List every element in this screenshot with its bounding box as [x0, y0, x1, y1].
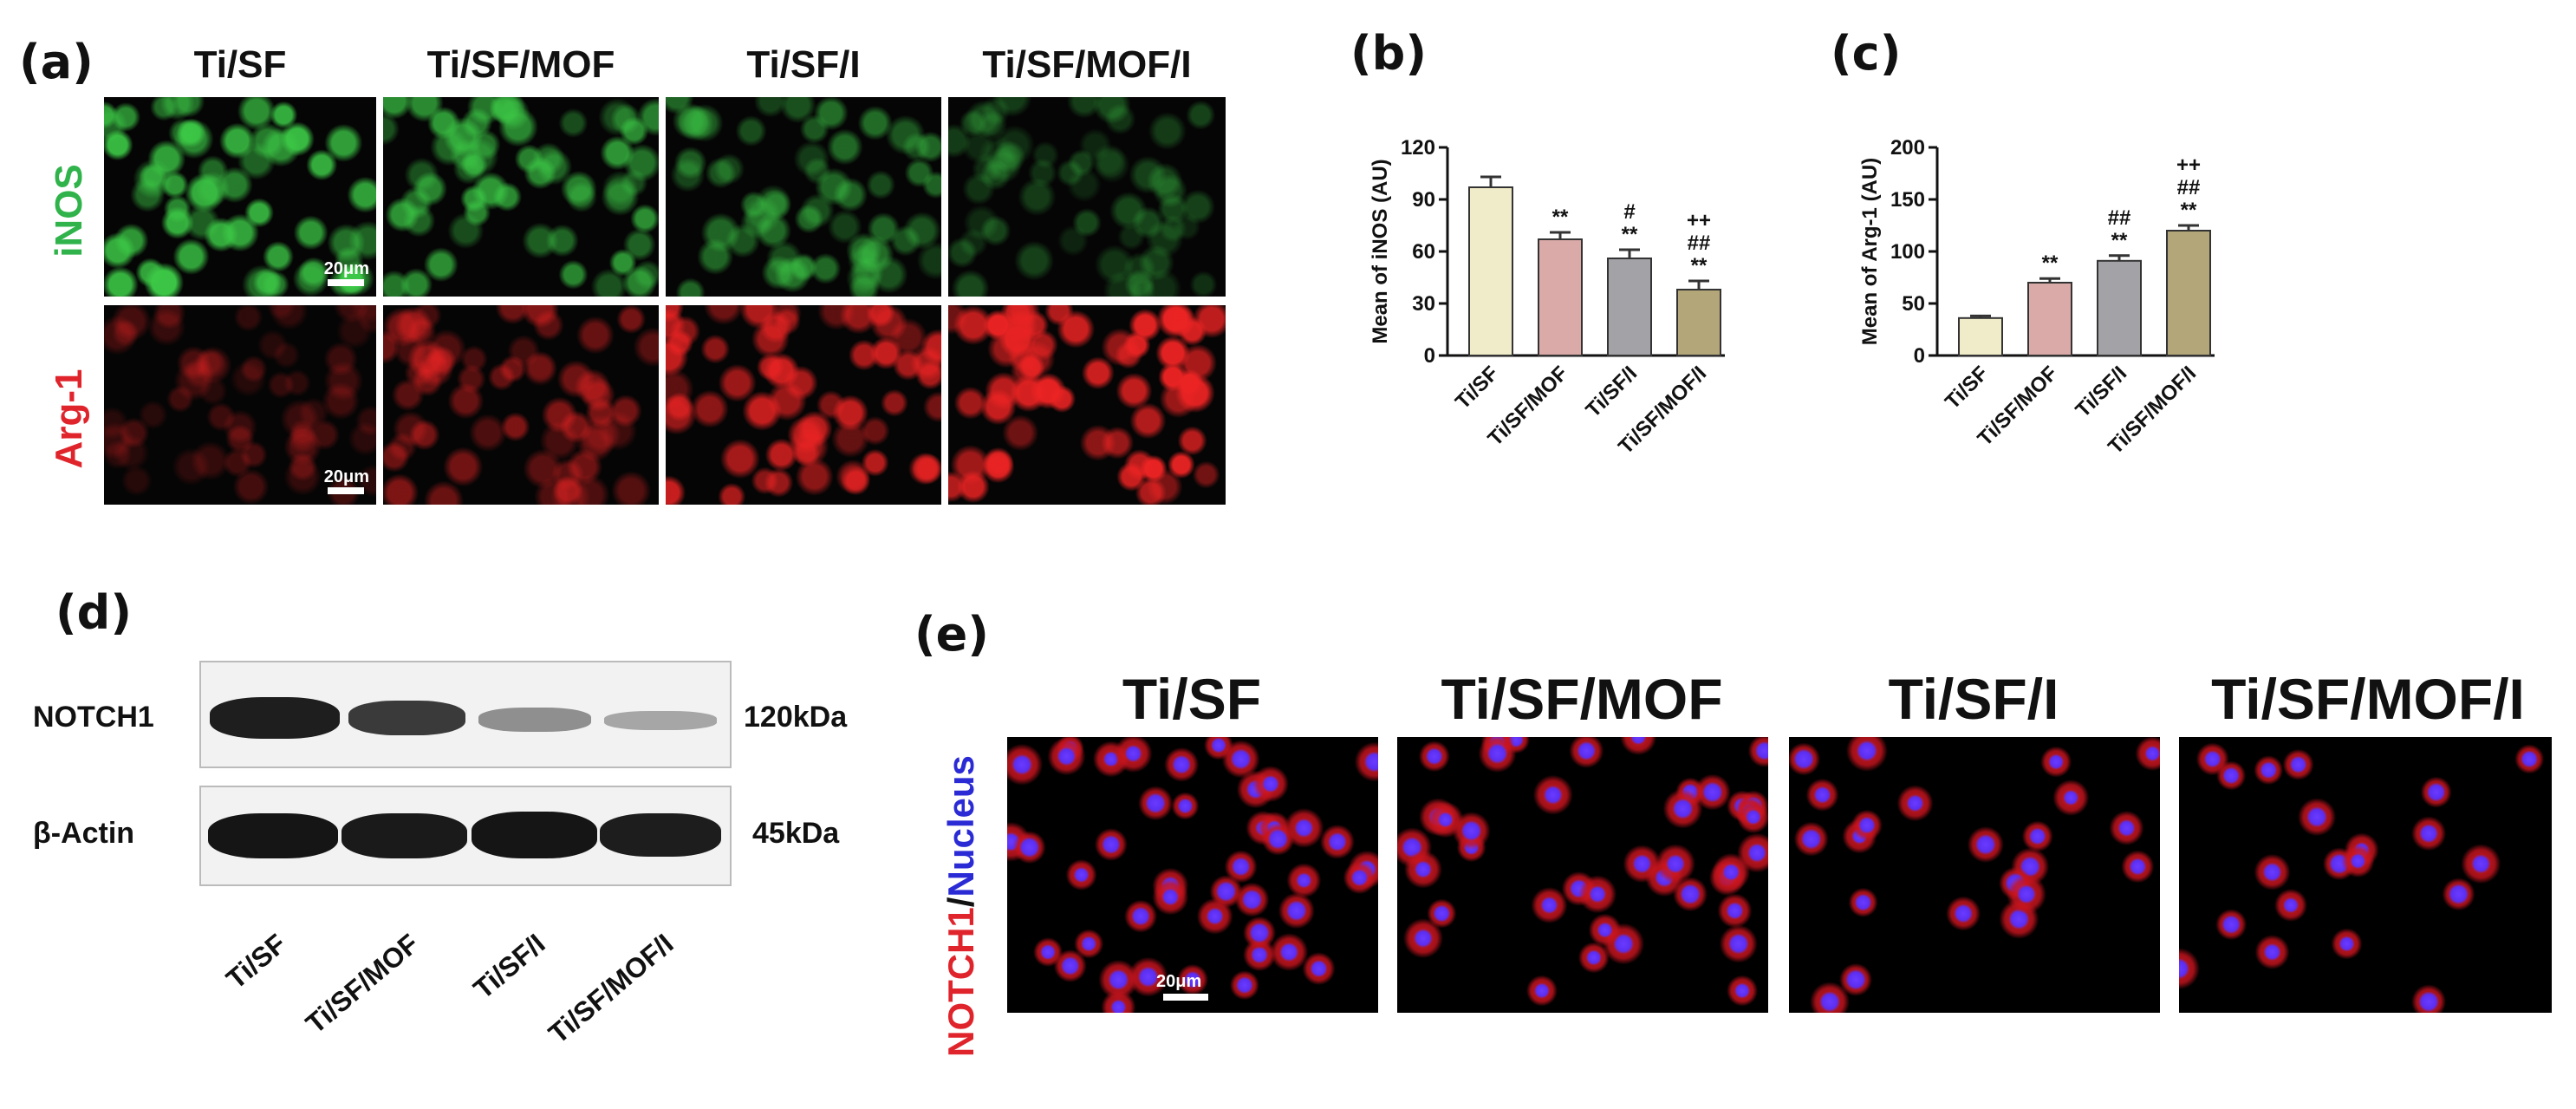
notch1-micrograph-3 — [1789, 737, 2160, 1013]
panel-c-y-tick-label-2: 100 — [1890, 240, 1925, 264]
wb-blot-actin — [199, 786, 732, 886]
panel-b-bar-1 — [1538, 238, 1583, 356]
wb-lane-label-3: Ti/SF/I — [466, 928, 551, 1005]
arg1-micrograph-1: 20μm — [104, 305, 376, 505]
wb-lane-label-4: Ti/SF/MOF/I — [542, 928, 680, 1050]
scale-bar-label: 20μm — [323, 259, 369, 278]
panel-a-col-title-2: Ti/SF/MOF — [426, 43, 615, 86]
panel-c-x-tick-label-0: Ti/SF — [1941, 362, 1993, 414]
panel-c-bar-0 — [1958, 316, 2003, 356]
panel-e-col-title-2: Ti/SF/MOF — [1441, 667, 1723, 731]
scale-bar — [1163, 994, 1208, 1001]
panel-e-stain-label-nucleus: Nucleus — [940, 755, 981, 897]
panel-a-row-label-inos: iNOS — [48, 164, 90, 258]
inos-micrograph-4 — [948, 97, 1226, 297]
notch1-micrograph-1: 20μm — [1007, 737, 1378, 1013]
wb-size-120kda: 120kDa — [744, 701, 848, 734]
panel-b-annotation-3-0: ++ — [1687, 209, 1711, 232]
panel-d-label: (d) — [55, 585, 133, 640]
scale-bar — [328, 487, 364, 494]
panel-e-stain-label: NOTCH1/Nucleus — [940, 715, 992, 1097]
wb-band-notch1-4 — [604, 711, 717, 730]
panel-e-col-title-1: Ti/SF — [1122, 667, 1262, 731]
scale-bar — [328, 279, 364, 286]
panel-c-label: (c) — [1831, 26, 1902, 81]
wb-protein-label-actin: β-Actin — [33, 817, 135, 850]
panel-b-annotation-2-0: # — [1623, 200, 1635, 224]
panel-c-annotation-2-1: ** — [2111, 229, 2128, 252]
panel-c-y-tick-label-3: 150 — [1890, 188, 1925, 212]
panel-b-bar-0 — [1468, 186, 1513, 356]
wb-size-45kda: 45kDa — [752, 817, 840, 850]
inos-micrograph-2 — [383, 97, 659, 297]
panel-b-y-tick-label-3: 90 — [1412, 188, 1435, 212]
arg1-micrograph-2 — [383, 305, 659, 505]
panel-a-col-title-1: Ti/SF — [193, 43, 287, 86]
panel-c-annotation-1-0: ** — [2042, 251, 2059, 275]
wb-band-actin-2 — [342, 813, 467, 858]
panel-b-y-tick-label-2: 60 — [1412, 240, 1435, 264]
inos-micrograph-3 — [666, 97, 941, 297]
notch1-micrograph-4 — [2179, 737, 2552, 1013]
panel-e-stain-label-notch1: NOTCH1 — [940, 907, 981, 1057]
panel-b-annotation-3-2: ** — [1691, 254, 1708, 277]
wb-band-actin-1 — [208, 813, 338, 858]
panel-b-annotation-2-1: ** — [1622, 223, 1638, 246]
wb-band-actin-3 — [472, 812, 597, 858]
panel-a-row-label-arg1: Arg-1 — [48, 369, 90, 469]
panel-b-label: (b) — [1350, 26, 1428, 81]
wb-blot-notch1 — [199, 661, 732, 768]
wb-band-notch1-1 — [210, 697, 340, 739]
panel-c-annotation-3-1: ## — [2177, 176, 2201, 199]
panel-c-y-tick-label-1: 50 — [1902, 292, 1925, 316]
panel-c-chart: 0 50 100 150 200 Mean of Arg-1 (AU) Ti/SF ** Ti/… — [1858, 136, 2215, 459]
panel-b-x-tick-label-2: Ti/SF/I — [1582, 362, 1643, 422]
panel-b-y-tick-label-1: 30 — [1412, 292, 1435, 316]
panel-c-bar-1 — [2027, 282, 2072, 356]
panel-b-y-axis-label: Mean of iNOS (AU) — [1369, 159, 1392, 343]
wb-band-notch1-2 — [348, 701, 465, 735]
wb-band-actin-4 — [600, 813, 721, 857]
scale-bar-label: 20μm — [323, 467, 369, 486]
panel-b-chart: 0 30 60 90 120 Mean of iNOS (AU) Ti/SF ** Ti/SF/… — [1369, 136, 1725, 459]
panel-e-col-title-3: Ti/SF/I — [1888, 667, 2059, 731]
panel-e-stain-label-slash: / — [940, 897, 981, 908]
panel-b-annotation-1-0: ** — [1552, 205, 1569, 229]
panel-b-y-tick-label-0: 0 — [1424, 344, 1435, 368]
panel-c-y-axis-label: Mean of Arg-1 (AU) — [1858, 158, 1882, 345]
arg1-micrograph-3 — [666, 305, 941, 505]
panel-a-label: (a) — [19, 35, 94, 89]
wb-band-notch1-3 — [478, 708, 591, 732]
panel-c-bar-2 — [2097, 259, 2142, 356]
arg1-micrograph-4 — [948, 305, 1226, 505]
panel-c-annotation-3-2: ** — [2181, 199, 2197, 222]
notch1-micrograph-2 — [1397, 737, 1768, 1013]
panel-c-annotation-2-0: ## — [2108, 206, 2131, 230]
wb-protein-label-notch1: NOTCH1 — [33, 701, 154, 734]
panel-c-y-tick-label-0: 0 — [1914, 344, 1925, 368]
wb-lane-label-2: Ti/SF/MOF — [300, 928, 426, 1040]
panel-c-annotation-3-0: ++ — [2176, 153, 2201, 177]
panel-b-bar-2 — [1607, 258, 1652, 356]
panel-e-col-title-4: Ti/SF/MOF/I — [2211, 667, 2525, 731]
panel-b-y-tick-label-4: 120 — [1401, 136, 1435, 160]
panel-e-label: (e) — [914, 607, 989, 662]
panel-c-x-tick-label-2: Ti/SF/I — [2072, 362, 2132, 422]
panel-b-x-tick-label-0: Ti/SF — [1451, 362, 1503, 414]
panel-a-col-title-4: Ti/SF/MOF/I — [982, 43, 1192, 86]
inos-micrograph-1: 20μm — [104, 97, 376, 297]
panel-b-annotation-3-1: ## — [1688, 232, 1711, 255]
panel-a-col-title-3: Ti/SF/I — [746, 43, 861, 86]
panel-c-y-tick-label-4: 200 — [1890, 136, 1925, 160]
scale-bar-label: 20μm — [1156, 972, 1202, 991]
wb-lane-label-1: Ti/SF — [220, 928, 293, 995]
panel-b-bar-3 — [1676, 289, 1721, 356]
panel-c-bar-3 — [2166, 230, 2211, 356]
